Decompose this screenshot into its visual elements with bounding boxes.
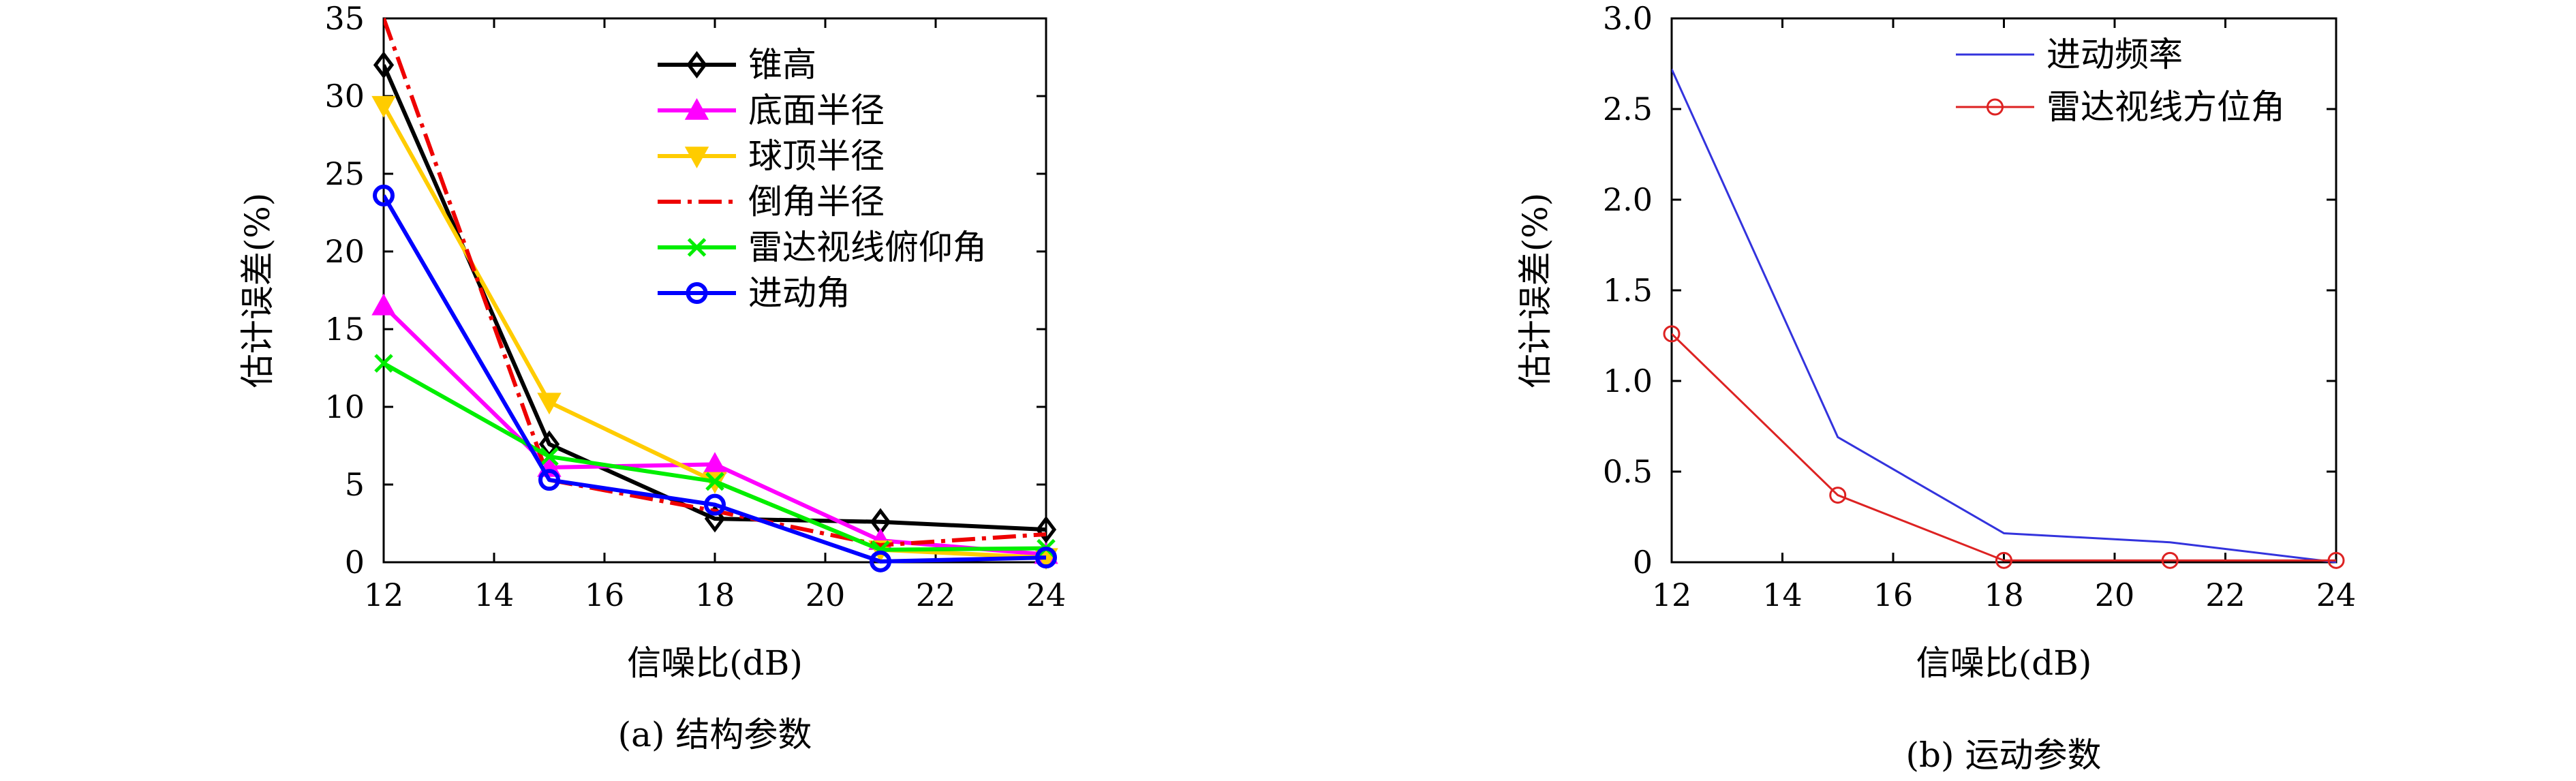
x-tick-label: 22 bbox=[2205, 577, 2245, 613]
y-tick-label: 35 bbox=[324, 0, 365, 37]
y-tick-label: 2.0 bbox=[1603, 181, 1653, 218]
data-point-4-0 bbox=[374, 354, 393, 373]
data-point-5-3 bbox=[870, 550, 891, 572]
data-point-1-4 bbox=[2327, 551, 2345, 569]
y-tick-label: 5 bbox=[345, 466, 365, 503]
legend-label-1: 雷达视线方位角 bbox=[2046, 87, 2285, 127]
legend-marker-0 bbox=[686, 50, 707, 79]
data-point-1-3 bbox=[2161, 551, 2179, 569]
legend-marker-1 bbox=[1987, 98, 2004, 116]
x-tick-label: 12 bbox=[364, 577, 404, 613]
y-tick-label: 25 bbox=[324, 155, 365, 192]
legend-label-0: 锥高 bbox=[748, 45, 816, 85]
x-tick-label: 16 bbox=[1873, 577, 1914, 613]
series-0 bbox=[384, 64, 1046, 532]
series-line-3 bbox=[384, 17, 1046, 547]
legend-label-3: 倒角半径 bbox=[748, 182, 885, 221]
data-point-5-0 bbox=[373, 184, 395, 206]
panel-structural-parameters: 12 14 16 18 20 22 24 0 5 10 15 20 25 30 35 信噪比(dB) 估计误差(… bbox=[238, 0, 1066, 754]
x-tick-label: 14 bbox=[1762, 577, 1803, 613]
y-tick-label: 15 bbox=[324, 311, 365, 348]
y-axis-label: 估计误差(%) bbox=[238, 193, 277, 388]
legend-label-1: 底面半径 bbox=[748, 91, 885, 130]
legend-marker-1 bbox=[684, 97, 709, 120]
legend-label-2: 球顶半径 bbox=[748, 136, 885, 176]
y-axis-label: 估计误差(%) bbox=[1516, 193, 1555, 388]
y-tick-label: 2.5 bbox=[1603, 91, 1653, 127]
series-line-0 bbox=[1672, 68, 2336, 564]
legend-marker-2 bbox=[684, 147, 709, 169]
data-point-5-2 bbox=[704, 493, 726, 516]
data-point-0-0 bbox=[373, 51, 395, 79]
series-markers-1 bbox=[1663, 325, 2345, 569]
data-point-1-0 bbox=[371, 293, 396, 316]
x-tick-label: 24 bbox=[2316, 577, 2357, 613]
data-point-0-2 bbox=[704, 504, 726, 533]
data-point-2-1 bbox=[537, 393, 562, 415]
series-5 bbox=[384, 194, 1046, 564]
x-tick-label: 20 bbox=[806, 577, 846, 613]
x-axis-label: 信噪比(dB) bbox=[1916, 643, 2092, 683]
series-markers-0 bbox=[373, 51, 1057, 544]
series-line-0 bbox=[384, 64, 1046, 532]
x-tick-label: 24 bbox=[1026, 577, 1067, 613]
data-point-1-1 bbox=[1829, 487, 1847, 504]
x-tick-label: 22 bbox=[916, 577, 956, 613]
y-tick-label: 3.0 bbox=[1603, 0, 1653, 37]
y-tick-label: 0 bbox=[345, 544, 365, 581]
data-point-2-0 bbox=[371, 95, 396, 118]
data-point-1-2 bbox=[1995, 551, 2012, 569]
y-tick-label: 0 bbox=[1633, 544, 1653, 581]
x-tick-label: 14 bbox=[474, 577, 515, 613]
legend-marker-5 bbox=[686, 282, 708, 304]
data-point-5-1 bbox=[538, 469, 560, 491]
series-0 bbox=[1672, 68, 2336, 564]
series-line-1 bbox=[1672, 333, 2336, 562]
x-tick-label: 18 bbox=[1984, 577, 2024, 613]
chart-caption: (b) 运动参数 bbox=[1906, 735, 2102, 775]
y-tick-label: 30 bbox=[324, 78, 365, 114]
y-tick-label: 20 bbox=[324, 233, 365, 270]
panel-motion-parameters: 12 14 16 18 20 22 24 0 0.5 1.0 1.5 2.0 2.5 3.0 信噪比(dB)… bbox=[1516, 0, 2356, 775]
series-markers-5 bbox=[373, 184, 1057, 572]
x-tick-label: 20 bbox=[2095, 577, 2135, 613]
data-point-5-4 bbox=[1035, 547, 1057, 569]
legend-marker-4 bbox=[687, 238, 707, 257]
series-markers-1 bbox=[371, 293, 1058, 564]
data-point-4-2 bbox=[705, 472, 724, 491]
legend-label-0: 进动频率 bbox=[2046, 35, 2183, 74]
series-line-5 bbox=[384, 194, 1046, 564]
y-tick-label: 1.0 bbox=[1603, 363, 1653, 399]
series-1 bbox=[1672, 333, 2336, 562]
data-point-0-4 bbox=[1035, 515, 1057, 544]
legend-label-4: 雷达视线俯仰角 bbox=[748, 228, 987, 267]
legend-label-5: 进动角 bbox=[748, 273, 850, 313]
x-tick-label: 16 bbox=[585, 577, 625, 613]
chart-caption: (a) 结构参数 bbox=[618, 715, 812, 754]
series-3 bbox=[384, 17, 1046, 547]
data-point-4-1 bbox=[540, 447, 559, 466]
y-tick-label: 10 bbox=[324, 388, 365, 425]
x-tick-label: 18 bbox=[695, 577, 735, 613]
x-tick-label: 12 bbox=[1652, 577, 1692, 613]
data-point-1-0 bbox=[1663, 325, 1681, 343]
x-axis-label: 信噪比(dB) bbox=[627, 643, 803, 683]
y-tick-label: 0.5 bbox=[1603, 453, 1653, 490]
y-tick-label: 1.5 bbox=[1603, 272, 1653, 309]
